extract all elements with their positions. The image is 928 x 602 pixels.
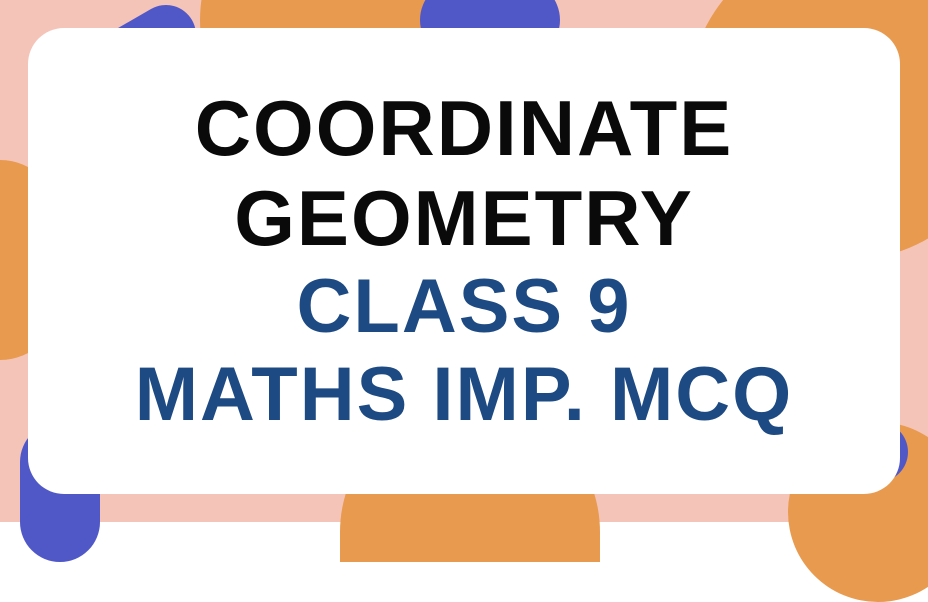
title-subject-line2: GEOMETRY [234,174,693,264]
title-subject-line1: COORDINATE [195,84,734,174]
title-class-line: CLASS 9 [297,263,632,350]
title-subtitle-line: MATHS IMP. MCQ [135,351,794,438]
title-card: COORDINATE GEOMETRY CLASS 9 MATHS IMP. M… [28,28,900,494]
